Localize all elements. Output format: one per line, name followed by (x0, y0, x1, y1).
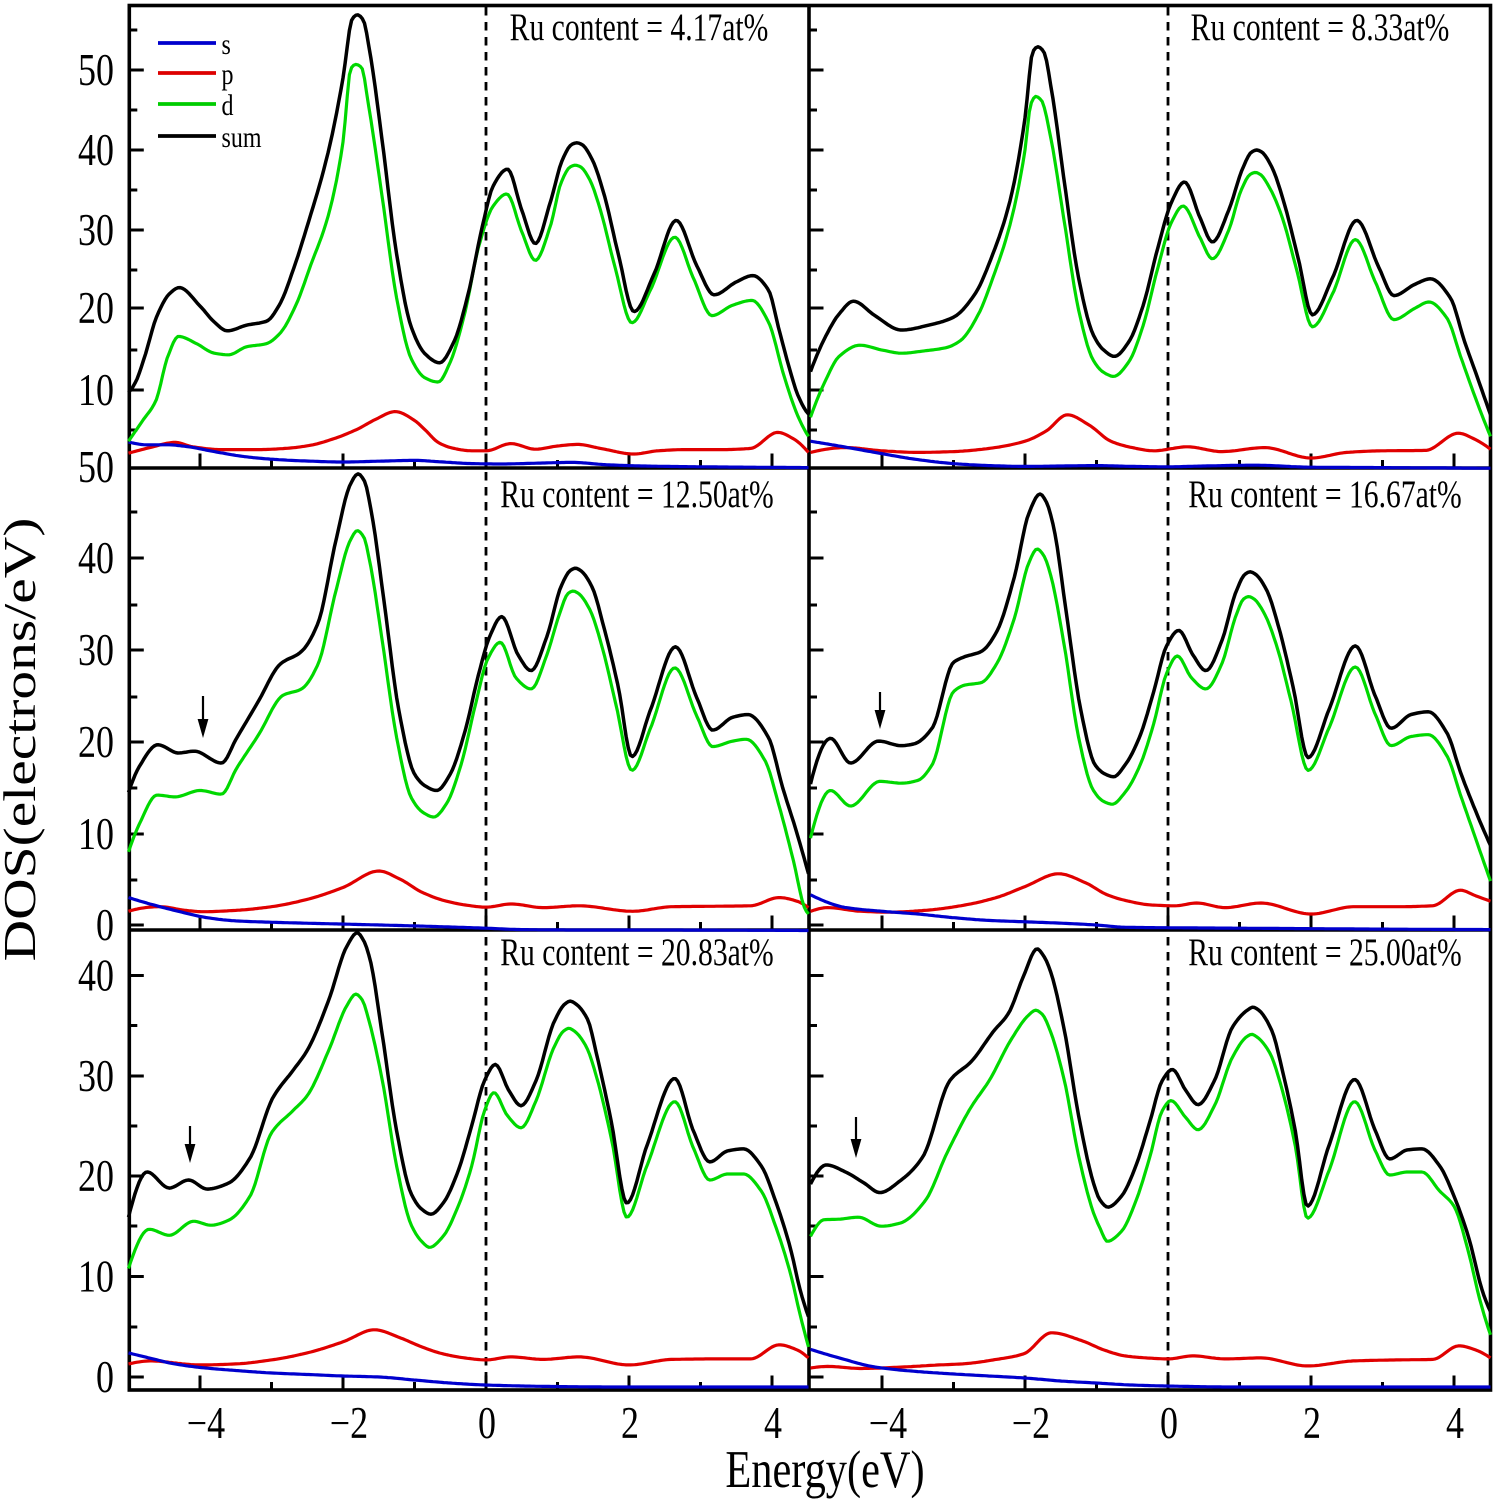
svg-text:Ru content = 4.17at%: Ru content = 4.17at% (510, 6, 769, 49)
svg-text:30: 30 (78, 625, 114, 675)
svg-text:DOS(electrons/eV): DOS(electrons/eV) (0, 518, 46, 962)
svg-text:20: 20 (78, 1151, 114, 1201)
svg-text:40: 40 (78, 125, 114, 175)
svg-text:50: 50 (78, 45, 114, 95)
svg-text:50: 50 (78, 442, 114, 492)
svg-text:Energy(eV): Energy(eV) (725, 1441, 924, 1500)
svg-text:2: 2 (1303, 1398, 1321, 1448)
svg-text:10: 10 (78, 1252, 114, 1302)
svg-text:−2: −2 (1012, 1398, 1050, 1448)
svg-text:sum: sum (222, 120, 262, 153)
svg-text:d: d (222, 88, 234, 121)
svg-text:40: 40 (78, 951, 114, 1001)
svg-text:0: 0 (96, 1352, 114, 1402)
svg-text:p: p (222, 57, 234, 90)
svg-text:−4: −4 (869, 1398, 907, 1448)
svg-text:Ru content = 16.67at%: Ru content = 16.67at% (1188, 473, 1461, 516)
svg-text:30: 30 (78, 205, 114, 255)
svg-text:0: 0 (478, 1398, 496, 1448)
svg-text:10: 10 (78, 809, 114, 859)
svg-text:0: 0 (96, 900, 114, 950)
svg-text:20: 20 (78, 717, 114, 767)
svg-text:−4: −4 (187, 1398, 225, 1448)
svg-text:4: 4 (764, 1398, 782, 1448)
svg-text:10: 10 (78, 365, 114, 415)
svg-text:Ru content = 8.33at%: Ru content = 8.33at% (1191, 6, 1450, 49)
svg-text:4: 4 (1446, 1398, 1464, 1448)
svg-text:Ru content = 20.83at%: Ru content = 20.83at% (500, 931, 773, 974)
svg-text:0: 0 (1160, 1398, 1178, 1448)
svg-text:2: 2 (621, 1398, 639, 1448)
svg-text:20: 20 (78, 283, 114, 333)
svg-text:Ru content = 12.50at%: Ru content = 12.50at% (500, 473, 773, 516)
svg-text:Ru content = 25.00at%: Ru content = 25.00at% (1188, 931, 1461, 974)
svg-text:30: 30 (78, 1051, 114, 1101)
svg-text:s: s (222, 27, 231, 60)
svg-text:−2: −2 (330, 1398, 368, 1448)
svg-text:40: 40 (78, 533, 114, 583)
